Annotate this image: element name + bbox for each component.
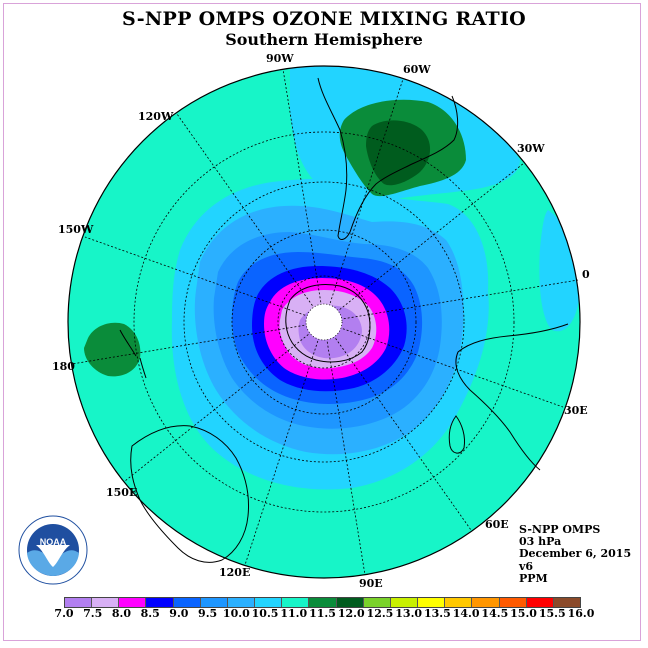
colorbar-segment xyxy=(336,598,364,607)
coastline-antarctica xyxy=(285,284,371,363)
colorbar-segment xyxy=(255,598,283,607)
meridian-0 xyxy=(323,279,579,323)
colorbar-segment xyxy=(282,598,310,607)
colorbar-segment xyxy=(499,598,527,607)
colorbar-tick-label: 14.5 xyxy=(481,607,509,620)
info-instrument: S-NPP OMPS xyxy=(519,523,601,536)
latitude-circle-75s xyxy=(277,275,371,369)
label-90e: 90E xyxy=(359,577,383,590)
info-block: S-NPP OMPS 03 hPa December 6, 2015 v6 PP… xyxy=(519,523,632,585)
colorbar-tick-label: 9.0 xyxy=(169,607,189,620)
colorbar-tick-label: 13.5 xyxy=(423,607,451,620)
colorbar-segment xyxy=(363,598,391,607)
colorbar-segment xyxy=(553,598,580,607)
colorbar-tick-label: 12.0 xyxy=(337,607,365,620)
colorbar-tick-label: 7.0 xyxy=(54,607,74,620)
meridian-30w xyxy=(323,162,525,323)
colorbar-tick-label: 11.0 xyxy=(280,607,308,620)
label-150e: 150E xyxy=(106,486,138,499)
colorbar-tick-label: 15.5 xyxy=(538,607,566,620)
colorbar-tick-label: 16.0 xyxy=(567,607,595,620)
colorbar-tick-label: 15.0 xyxy=(510,607,537,620)
label-60w: 60W xyxy=(403,63,431,76)
colorbar xyxy=(64,597,581,608)
colorbar-segment xyxy=(92,598,120,607)
colorbar-tick-label: 8.0 xyxy=(111,607,132,620)
info-units: PPM xyxy=(519,571,548,585)
colorbar-segment xyxy=(119,598,147,607)
label-30w: 30W xyxy=(517,142,545,155)
colorbar-segment xyxy=(390,598,419,607)
coastline-madagascar xyxy=(448,415,465,454)
map-subtitle: Southern Hemisphere xyxy=(225,30,423,49)
latitude-circle-30s xyxy=(133,131,515,513)
label-180: 180 xyxy=(52,360,75,373)
meridian-150e xyxy=(124,321,325,482)
coastline-australia xyxy=(130,425,249,563)
colorbar-segment xyxy=(65,598,93,607)
colorbar-tick-label: 13.0 xyxy=(395,607,423,620)
colorbar-tick-label: 11.5 xyxy=(309,607,336,620)
globe-outline xyxy=(67,65,581,579)
meridian-60e xyxy=(323,321,472,531)
colorbar-segment xyxy=(227,598,256,607)
colorbar-tick-label: 14.0 xyxy=(452,607,480,620)
meridian-90e xyxy=(323,321,366,576)
colorbar-tick-label: 12.5 xyxy=(366,607,394,620)
graticule xyxy=(71,68,579,576)
colorbar-segment xyxy=(418,598,446,607)
label-90w: 90W xyxy=(266,52,294,65)
colorbar-segment xyxy=(309,598,337,607)
label-30e: 30E xyxy=(564,404,588,417)
colorbar-tick-label: 8.5 xyxy=(140,607,160,620)
info-version: v6 xyxy=(519,559,534,573)
colorbar-segment xyxy=(173,598,201,607)
colorbar-segment xyxy=(445,598,473,607)
coastline-south-america xyxy=(317,77,459,240)
colorbar-segment xyxy=(526,598,554,607)
colorbar-tick-label: 7.5 xyxy=(83,607,103,620)
ozone-contour-12.0-high xyxy=(366,120,431,186)
ozone-contour-10.5-east xyxy=(539,210,580,332)
colorbar-tick-label: 9.5 xyxy=(198,607,218,620)
noaa-logo-text: NOAA xyxy=(40,537,67,547)
label-60e: 60E xyxy=(485,518,509,531)
meridian-120e xyxy=(244,321,325,566)
meridian-180 xyxy=(71,321,325,365)
colorbar-tick-label: 10.5 xyxy=(251,607,279,620)
pole-no-data xyxy=(306,304,342,340)
colorbar-tick-label: 10.0 xyxy=(222,607,250,620)
pole-edge xyxy=(305,303,343,341)
label-120e: 120E xyxy=(219,566,251,579)
label-0: 0 xyxy=(582,268,590,281)
meridian-120w xyxy=(176,113,325,323)
latitude-circle-45s xyxy=(183,181,465,463)
latitude-circle-60s xyxy=(231,229,417,415)
ozone-contour-11.5-west xyxy=(84,322,141,377)
label-120w: 120W xyxy=(138,110,174,123)
figure-frame xyxy=(3,3,641,641)
info-level: 03 hPa xyxy=(519,535,562,549)
colorbar-segment xyxy=(146,598,174,607)
colorbar-segment xyxy=(200,598,228,607)
map-title: S-NPP OMPS OZONE MIXING RATIO xyxy=(121,8,527,30)
noaa-logo: NOAA xyxy=(18,515,88,585)
meridian-90w xyxy=(282,68,325,323)
info-date: December 6, 2015 xyxy=(519,547,632,561)
colorbar-segment xyxy=(472,598,500,607)
meridian-60w xyxy=(323,78,404,323)
label-150w: 150W xyxy=(58,223,94,236)
